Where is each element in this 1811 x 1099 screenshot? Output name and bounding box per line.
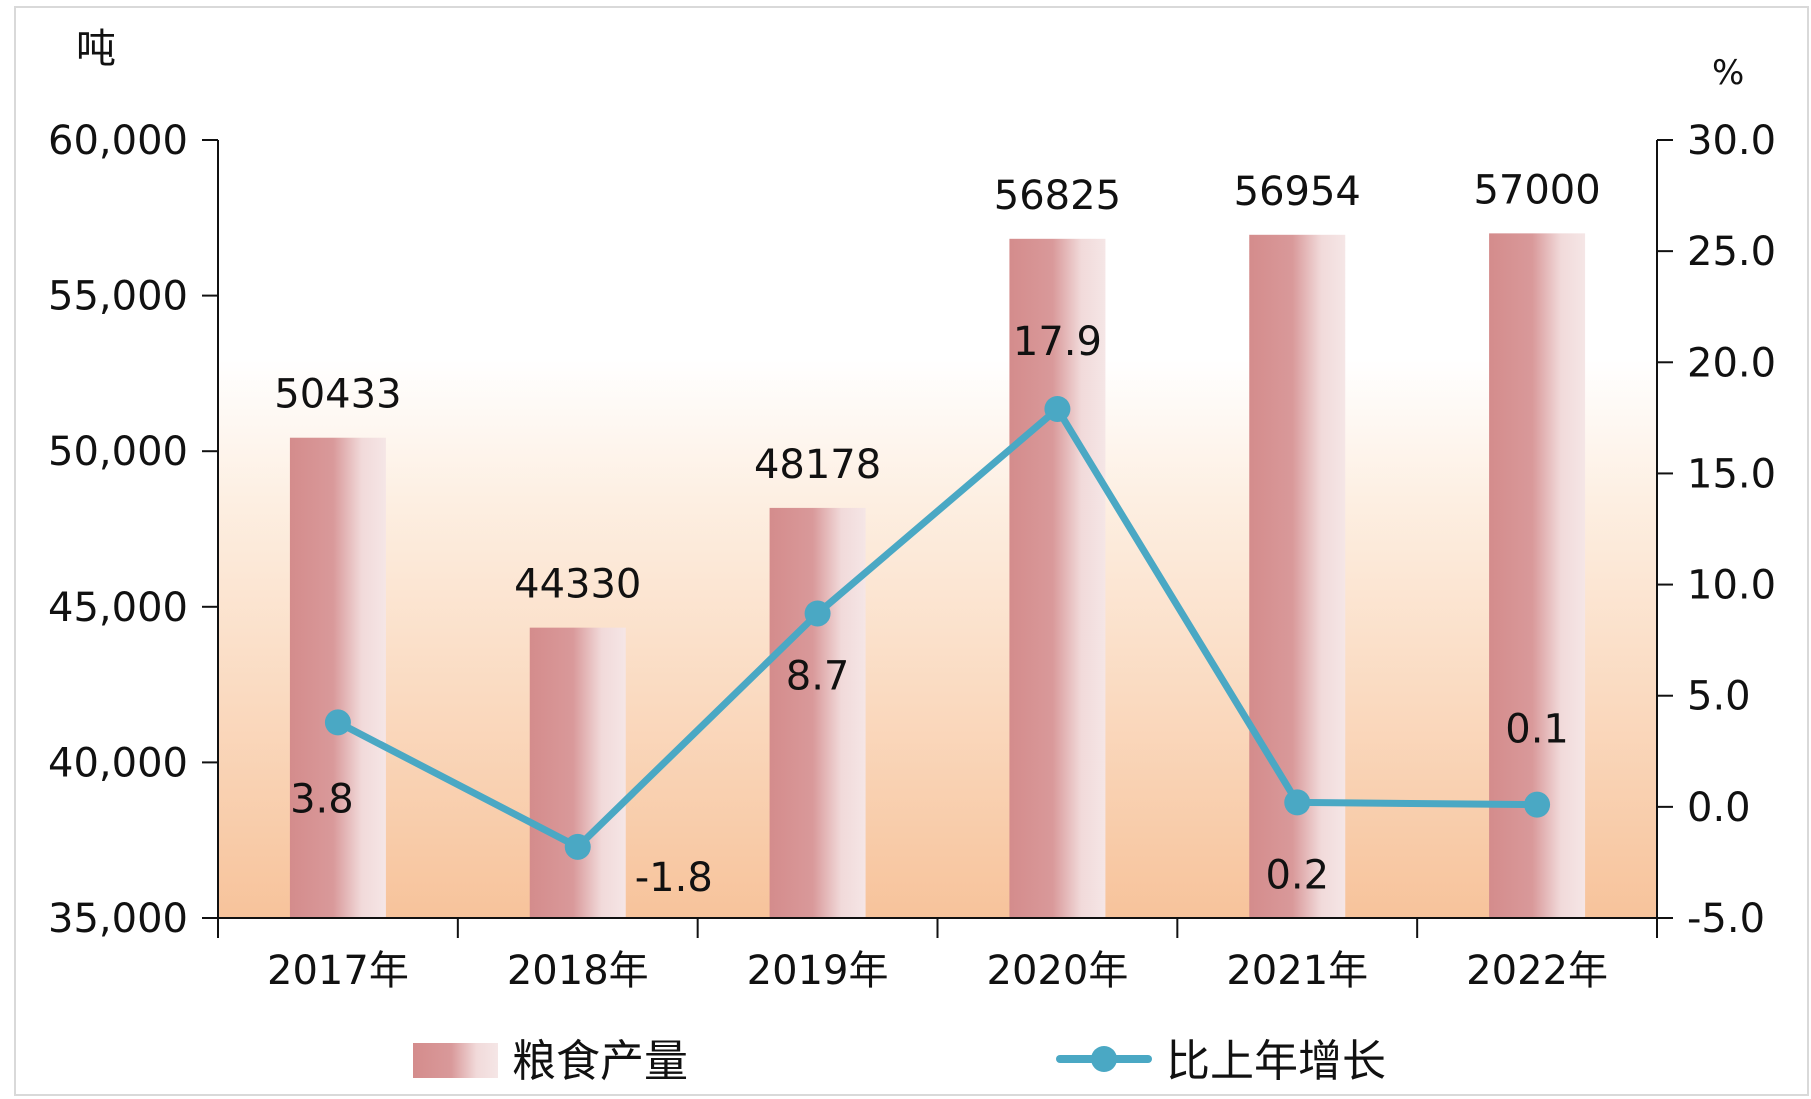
plot-background xyxy=(218,360,1657,918)
x-axis-tick-label: 2017年 xyxy=(267,948,409,994)
bar-value-label: 56825 xyxy=(994,173,1121,219)
growth-marker xyxy=(1524,791,1551,818)
line-series xyxy=(324,395,1551,860)
bar xyxy=(529,627,626,918)
growth-value-label: 17.9 xyxy=(1013,319,1102,365)
right-axis-tick-label: 0.0 xyxy=(1687,785,1751,831)
axes: 35,000 40,000 45,000 50,000 55,000 60,000 -5.0… xyxy=(48,118,1776,994)
legend-line-label: 比上年增长 xyxy=(1166,1036,1386,1087)
bar xyxy=(1249,234,1346,919)
growth-marker xyxy=(1284,789,1311,816)
right-axis-tick-label: -5.0 xyxy=(1687,896,1765,942)
right-axis-unit: % xyxy=(1712,53,1744,93)
growth-marker xyxy=(804,600,831,627)
growth-marker xyxy=(1044,395,1071,422)
legend-bar-label: 粮食产量 xyxy=(512,1036,688,1087)
x-axis-tick-label: 2020年 xyxy=(987,948,1129,994)
right-axis-tick-label: 10.0 xyxy=(1687,563,1776,609)
x-axis-tick-label: 2022年 xyxy=(1466,948,1608,994)
growth-value-label: 8.7 xyxy=(786,653,850,699)
x-axis-tick-label: 2019年 xyxy=(747,948,889,994)
growth-value-label: 0.2 xyxy=(1265,852,1329,898)
growth-value-label: -1.8 xyxy=(635,855,713,901)
growth-value-label: 3.8 xyxy=(290,776,354,822)
left-axis-tick-label: 50,000 xyxy=(48,429,188,475)
bar-value-label: 44330 xyxy=(514,562,641,608)
right-axis-tick-label: 30.0 xyxy=(1687,118,1776,164)
left-axis-tick-label: 35,000 xyxy=(48,896,188,942)
x-axis-tick-label: 2021年 xyxy=(1226,948,1368,994)
left-axis-tick-label: 45,000 xyxy=(48,585,188,631)
right-axis-tick-label: 25.0 xyxy=(1687,229,1776,275)
bar xyxy=(769,507,866,918)
legend: 粮食产量 比上年增长 xyxy=(413,1036,1386,1087)
left-axis-unit: 吨 xyxy=(76,26,116,72)
bar-value-label: 48178 xyxy=(754,442,881,488)
right-axis-tick-label: 20.0 xyxy=(1687,340,1776,386)
x-axis-tick-label: 2018年 xyxy=(507,948,649,994)
right-axis-tick-label: 5.0 xyxy=(1687,674,1751,720)
bar-data-labels: 50433 44330 48178 56825 56954 57000 xyxy=(274,167,1600,607)
bar-value-label: 50433 xyxy=(274,372,401,418)
left-axis-tick-label: 40,000 xyxy=(48,740,188,786)
bar xyxy=(289,437,386,918)
legend-bar-swatch xyxy=(413,1043,498,1078)
left-axis-tick-label: 60,000 xyxy=(48,118,188,164)
growth-line xyxy=(336,405,1538,851)
growth-value-label: 0.1 xyxy=(1505,707,1569,753)
growth-marker xyxy=(564,833,591,860)
growth-marker xyxy=(324,709,351,736)
bar-value-label: 57000 xyxy=(1473,167,1600,213)
legend-line-marker xyxy=(1091,1046,1117,1072)
right-axis-tick-label: 15.0 xyxy=(1687,451,1776,497)
left-axis-tick-label: 55,000 xyxy=(48,274,188,320)
line-data-labels: 3.8 -1.8 8.7 17.9 0.2 0.1 xyxy=(290,319,1569,901)
bar-series xyxy=(289,233,1586,919)
bar xyxy=(1009,238,1106,918)
bar-value-label: 56954 xyxy=(1234,169,1361,215)
